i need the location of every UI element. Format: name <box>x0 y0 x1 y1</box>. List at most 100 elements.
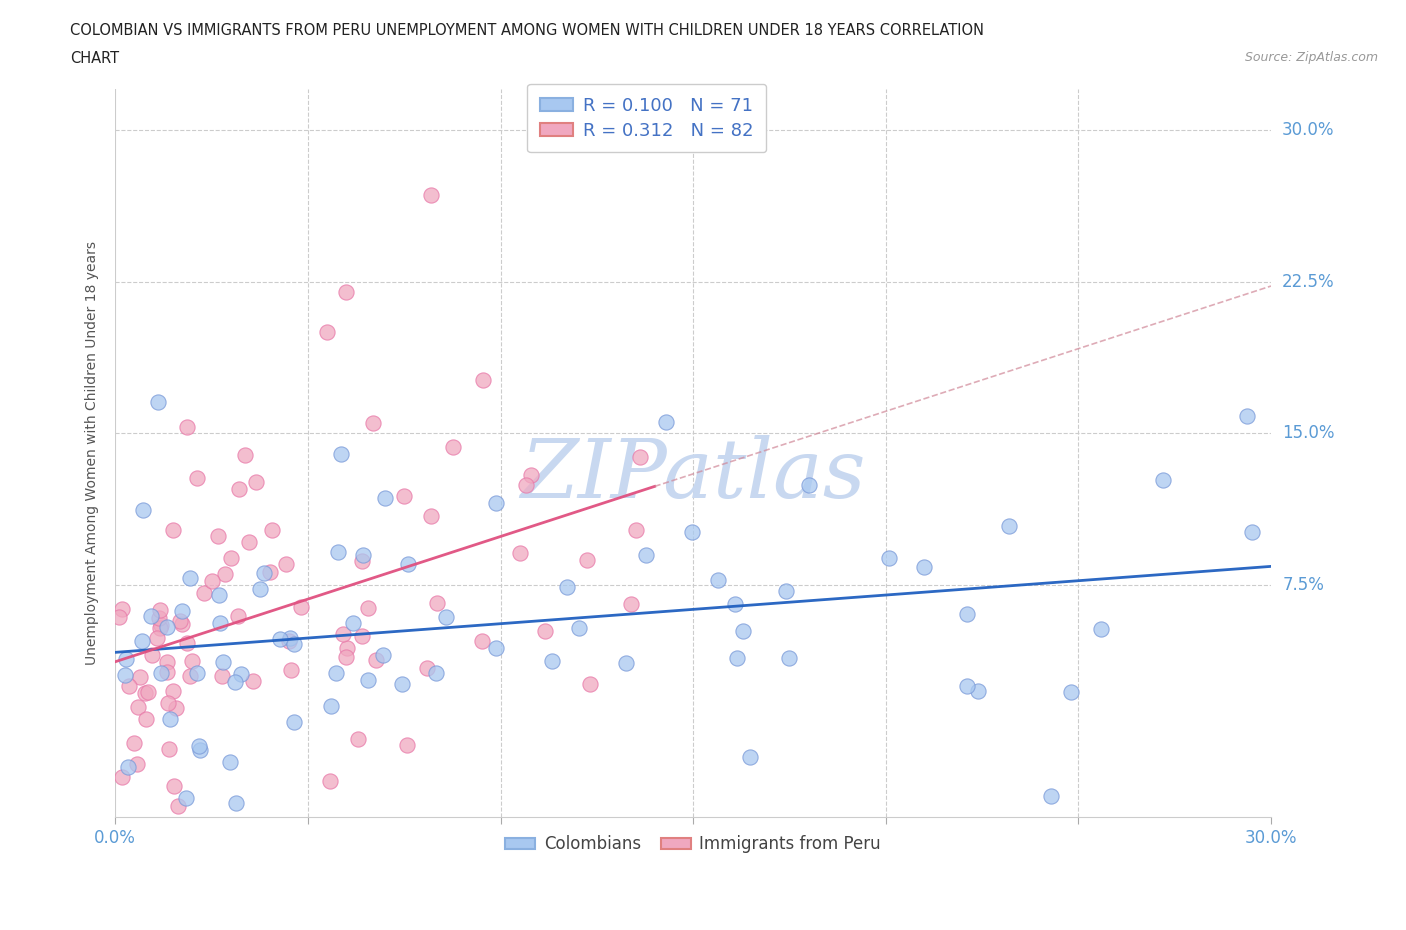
Point <box>149 620 172 635</box>
Point <box>877 551 900 565</box>
Point <box>129 670 152 684</box>
Point <box>201 574 224 589</box>
Point <box>259 565 281 579</box>
Point <box>155 655 177 670</box>
Point <box>115 651 138 666</box>
Point <box>620 597 643 612</box>
Point <box>262 523 284 538</box>
Point <box>515 477 537 492</box>
Point <box>319 774 342 789</box>
Point <box>342 616 364 631</box>
Point <box>163 778 186 793</box>
Point <box>740 750 762 764</box>
Point <box>127 757 149 772</box>
Point <box>149 666 172 681</box>
Point <box>576 552 599 567</box>
Point <box>162 523 184 538</box>
Point <box>207 528 229 543</box>
Point <box>352 548 374 563</box>
Point <box>156 665 179 680</box>
Point <box>146 394 169 409</box>
Point <box>211 669 233 684</box>
Point <box>162 684 184 698</box>
Point <box>425 666 447 681</box>
Point <box>224 674 246 689</box>
Point <box>245 475 267 490</box>
Point <box>228 481 250 496</box>
Point <box>1240 525 1263 539</box>
Point <box>350 629 373 644</box>
Point <box>336 641 359 656</box>
Point <box>146 631 169 645</box>
Point <box>520 467 543 482</box>
Point <box>214 566 236 581</box>
Point <box>416 661 439 676</box>
Point <box>278 631 301 645</box>
Point <box>156 619 179 634</box>
Point <box>775 584 797 599</box>
Point <box>174 791 197 806</box>
Point <box>249 581 271 596</box>
Point <box>1059 684 1081 699</box>
Point <box>1090 621 1112 636</box>
Point <box>997 518 1019 533</box>
Point <box>170 604 193 618</box>
Point <box>176 420 198 435</box>
Point <box>226 608 249 623</box>
Point <box>654 415 676 430</box>
Point <box>534 624 557 639</box>
Point <box>420 508 443 523</box>
Point <box>118 678 141 693</box>
Point <box>179 669 201 684</box>
Point <box>166 798 188 813</box>
Point <box>361 416 384 431</box>
Point <box>150 618 173 632</box>
Point <box>568 621 591 636</box>
Point <box>149 603 172 618</box>
Point <box>426 595 449 610</box>
Text: 30.0%: 30.0% <box>1282 121 1334 139</box>
Text: 7.5%: 7.5% <box>1282 576 1324 594</box>
Point <box>148 611 170 626</box>
Point <box>280 662 302 677</box>
Point <box>124 736 146 751</box>
Point <box>391 677 413 692</box>
Point <box>276 556 298 571</box>
Point <box>139 609 162 624</box>
Point <box>1236 409 1258 424</box>
Point <box>193 586 215 601</box>
Point <box>165 700 187 715</box>
Point <box>799 477 821 492</box>
Point <box>778 650 800 665</box>
Point <box>396 557 419 572</box>
Point <box>329 446 352 461</box>
Point <box>252 565 274 580</box>
Point <box>579 676 602 691</box>
Point <box>238 535 260 550</box>
Point <box>212 655 235 670</box>
Point <box>471 372 494 387</box>
Point <box>111 601 134 616</box>
Point <box>347 732 370 747</box>
Point <box>706 573 728 588</box>
Text: Source: ZipAtlas.com: Source: ZipAtlas.com <box>1244 51 1378 64</box>
Point <box>912 559 935 574</box>
Point <box>434 609 457 624</box>
Point <box>733 624 755 639</box>
Point <box>108 609 131 624</box>
Point <box>235 447 257 462</box>
Point <box>127 699 149 714</box>
Point <box>136 684 159 699</box>
Point <box>373 647 395 662</box>
Point <box>628 449 651 464</box>
Text: CHART: CHART <box>70 51 120 66</box>
Point <box>188 743 211 758</box>
Point <box>208 588 231 603</box>
Point <box>186 665 208 680</box>
Point <box>374 491 396 506</box>
Point <box>357 673 380 688</box>
Point <box>135 711 157 726</box>
Point <box>509 545 531 560</box>
Text: COLOMBIAN VS IMMIGRANTS FROM PERU UNEMPLOYMENT AMONG WOMEN WITH CHILDREN UNDER 1: COLOMBIAN VS IMMIGRANTS FROM PERU UNEMPL… <box>70 23 984 38</box>
Point <box>471 633 494 648</box>
